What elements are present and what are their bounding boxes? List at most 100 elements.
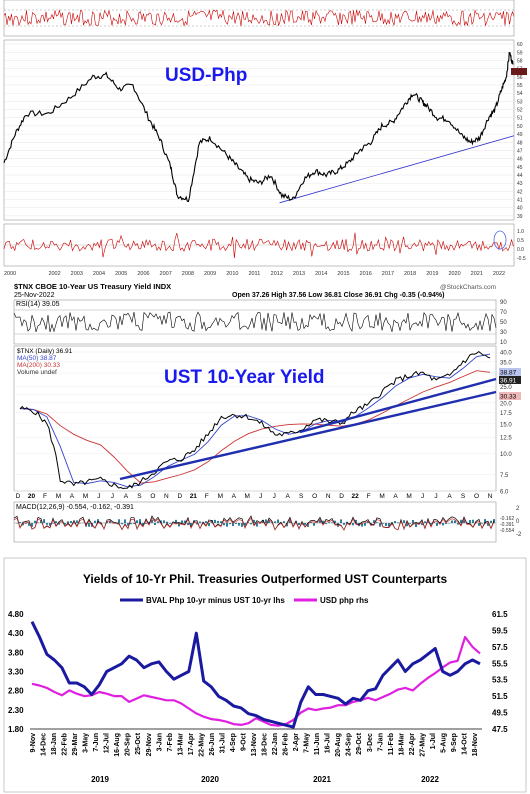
price-y-tick: 40 xyxy=(517,206,523,212)
macd-histogram-bar xyxy=(325,523,327,525)
month-label: 22 xyxy=(352,493,360,500)
year-label: 2017 xyxy=(382,271,394,277)
year-label: 2003 xyxy=(71,271,83,277)
macd-histogram-bar xyxy=(151,519,153,523)
year-label: 2022 xyxy=(421,775,439,784)
bottom-oscillator-line xyxy=(3,232,514,259)
price-y-tick: 49 xyxy=(517,132,523,138)
date-tick-label: 24-Sep xyxy=(346,733,353,756)
macd-histogram-bar xyxy=(178,523,180,527)
price-y-tick: 45 xyxy=(517,165,523,171)
price-y-tick: 41 xyxy=(517,198,523,204)
month-label: A xyxy=(286,493,291,500)
date-tick-label: 29-Mar xyxy=(72,733,79,756)
month-label: 20 xyxy=(28,493,36,500)
macd-histogram-bar xyxy=(196,523,198,525)
usdphp-trendline xyxy=(279,135,515,204)
macd-histogram-bar xyxy=(304,523,306,525)
date-tick-label: 18-Mar xyxy=(398,733,405,756)
date-tick-label: 13-Mar xyxy=(177,733,184,756)
macd-histogram-bar xyxy=(385,523,387,526)
macd-histogram-bar xyxy=(253,519,255,523)
macd-histogram-bar xyxy=(487,523,489,526)
month-label: M xyxy=(218,493,223,500)
macd-histogram-bar xyxy=(40,520,42,523)
macd-histogram-bar xyxy=(184,520,186,523)
macd-last-value: -0.554 xyxy=(500,528,514,534)
legend-usdphp-label: USD php rhs xyxy=(320,596,369,605)
macd-histogram-bar xyxy=(58,523,60,525)
macd-y-ticks: 2 0 -2 -0.162-0.391-0.554 xyxy=(500,506,522,538)
left-y-tick: 2.30 xyxy=(8,706,24,715)
month-label: A xyxy=(393,493,398,500)
chart-title: Yields of 10-Yr Phil. Treasuries Outperf… xyxy=(83,572,448,586)
last-price-marker xyxy=(511,68,527,75)
macd-histogram-bar xyxy=(34,520,36,523)
year-label: 2019 xyxy=(426,271,438,277)
month-label: A xyxy=(124,493,129,500)
oscillator-y-tick: -0.5 xyxy=(517,256,526,262)
price-y-tick: 56 xyxy=(517,75,523,81)
usdphp-overlay-title: USD-Php xyxy=(165,65,247,86)
macd-histogram-bar xyxy=(49,523,51,526)
right-y-tick: 55.5 xyxy=(492,659,508,668)
date-tick-label: 25-Oct xyxy=(135,732,142,754)
macd-histogram-bar xyxy=(289,520,291,523)
month-label: A xyxy=(447,493,452,500)
macd-histogram-bar xyxy=(283,521,285,523)
chart-border xyxy=(3,557,527,793)
macd-histogram-bar xyxy=(457,523,459,525)
date-tick-label: 14-Dec xyxy=(41,733,48,756)
price-y-tick: 48 xyxy=(517,140,523,146)
month-label: J xyxy=(421,493,424,500)
year-label: 2005 xyxy=(115,271,127,277)
macd-histogram-bar xyxy=(361,523,363,527)
last-ma200-value: 30.33 xyxy=(500,394,517,401)
macd-histogram-bar xyxy=(430,523,432,525)
macd-histogram-bar xyxy=(205,521,207,523)
tnx-date: 25-Nov-2022 xyxy=(14,292,55,299)
date-tick-label: 14-Oct xyxy=(462,732,469,754)
macd-histogram-bar xyxy=(460,519,462,523)
left-y-tick: 1.80 xyxy=(8,725,24,734)
macd-histogram-bar xyxy=(478,523,480,526)
rsi-y-tick: 30 xyxy=(500,330,507,336)
month-label: D xyxy=(177,493,182,500)
macd-histogram-bar xyxy=(298,523,300,526)
left-y-tick: 4.30 xyxy=(8,629,24,638)
date-tick-label: 3-May xyxy=(83,733,90,753)
date-tick-label: 11-Feb xyxy=(388,733,395,755)
macd-histogram-bar xyxy=(220,521,222,523)
stockcharts-credit: @StockCharts.com xyxy=(440,284,496,291)
macd-histogram-bar xyxy=(418,522,420,523)
macd-histogram-bar xyxy=(484,519,486,523)
date-tick-label: 9-Sep xyxy=(451,733,458,752)
macd-histogram-bar xyxy=(388,523,390,527)
macd-histogram-bar xyxy=(286,523,288,527)
price-y-tick: 44 xyxy=(517,173,523,179)
macd-histogram-bar xyxy=(433,521,435,523)
month-axis-labels: D 20 F M A M J J A S O N D 21 F M A M J J A S O N D 22 F M A M J J A S O N xyxy=(16,493,493,500)
macd-y-tick: 0 xyxy=(516,519,520,525)
macd-histogram-bar xyxy=(454,520,456,523)
date-tick-label: 17-Apr xyxy=(188,733,195,755)
month-label: N xyxy=(488,493,493,500)
macd-histogram-bar xyxy=(238,523,240,526)
macd-histogram-bar xyxy=(148,521,150,523)
oscillator-y-ticks: 1.0 0.5 0.0 -0.5 xyxy=(517,229,526,262)
macd-histogram-bar xyxy=(481,523,483,524)
macd-histogram-bar xyxy=(118,519,120,523)
year-label: 2019 xyxy=(91,775,109,784)
year-label: 2020 xyxy=(448,271,460,277)
year-label: 2010 xyxy=(226,271,238,277)
top-oscillator-frame xyxy=(3,0,515,37)
last-ma200-tag xyxy=(499,392,521,400)
date-tick-label: 20-Aug xyxy=(335,733,342,757)
year-axis-labels: 2000 2002 2003 2004 2005 2006 2007 2008 2009 2010… xyxy=(4,271,505,277)
macd-histogram-bar xyxy=(229,523,231,525)
price-y-tick: 43 xyxy=(517,181,523,187)
macd-histogram-bar xyxy=(109,520,111,523)
year-label: 2012 xyxy=(271,271,283,277)
year-label: 2016 xyxy=(360,271,372,277)
macd-histogram-bar xyxy=(301,523,303,525)
